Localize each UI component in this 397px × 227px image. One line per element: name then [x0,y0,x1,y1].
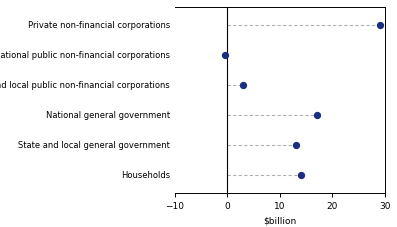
Point [293,143,299,147]
Point [222,53,228,57]
X-axis label: $billion: $billion [263,217,297,226]
Point [298,173,304,177]
Point [377,23,383,27]
Point [314,113,320,117]
Point [240,83,246,87]
